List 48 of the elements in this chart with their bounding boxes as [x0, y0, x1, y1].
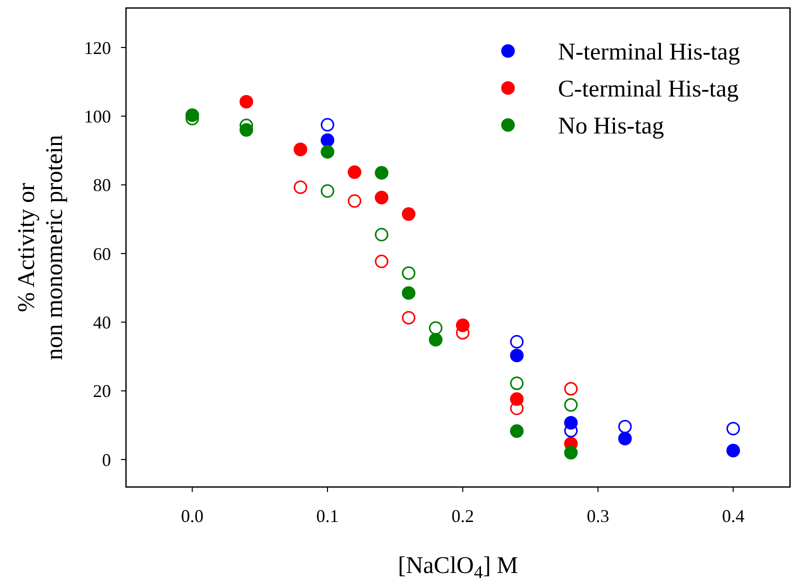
point: [240, 94, 254, 109]
legend-label: C-terminal His-tag: [558, 76, 739, 102]
x-tick-label: 0.0: [181, 506, 204, 526]
point: [320, 184, 334, 198]
point: [294, 180, 308, 194]
y-tick-label: 120: [84, 38, 111, 58]
point: [402, 207, 416, 221]
y-tick-label: 100: [84, 106, 111, 126]
point: [564, 398, 578, 412]
point: [402, 286, 416, 300]
point: [510, 402, 524, 416]
point: [428, 321, 442, 335]
point: [726, 422, 740, 436]
point: [510, 335, 524, 349]
x-tick-label: 0.2: [451, 506, 474, 526]
point: [428, 332, 442, 346]
point: [374, 228, 388, 242]
point: [618, 432, 632, 446]
point: [510, 424, 524, 438]
point: [510, 376, 524, 390]
point: [402, 266, 416, 280]
y-axis-title: % Activity or non monomeric protein: [14, 134, 68, 360]
point: [618, 420, 632, 434]
point: [320, 133, 334, 147]
legend-label: No His-tag: [558, 113, 664, 140]
point: [374, 190, 388, 204]
x-axis-title: [NaClO$_{4}$] M: [398, 553, 518, 580]
point: [402, 310, 416, 324]
point: [374, 166, 388, 180]
y-tick-label: 40: [93, 312, 111, 332]
point: [320, 118, 334, 132]
legend-label: N-terminal His-tag: [558, 39, 740, 66]
x-tick-label: 0.4: [722, 506, 744, 526]
y-tick-label: 0: [102, 450, 111, 470]
point: [564, 446, 578, 460]
point: [348, 194, 362, 208]
point: [726, 444, 740, 458]
point: [320, 145, 334, 159]
y-tick-label: 20: [93, 381, 111, 402]
point: [294, 142, 308, 156]
y-tick-label: 80: [93, 175, 111, 196]
point: [564, 382, 578, 396]
point: [510, 348, 524, 362]
x-tick-label: 0.1: [316, 506, 339, 526]
x-tick-label: 0.3: [586, 506, 610, 526]
y-tick-label: 60: [93, 244, 111, 264]
point: [348, 165, 362, 179]
point: [374, 254, 388, 268]
